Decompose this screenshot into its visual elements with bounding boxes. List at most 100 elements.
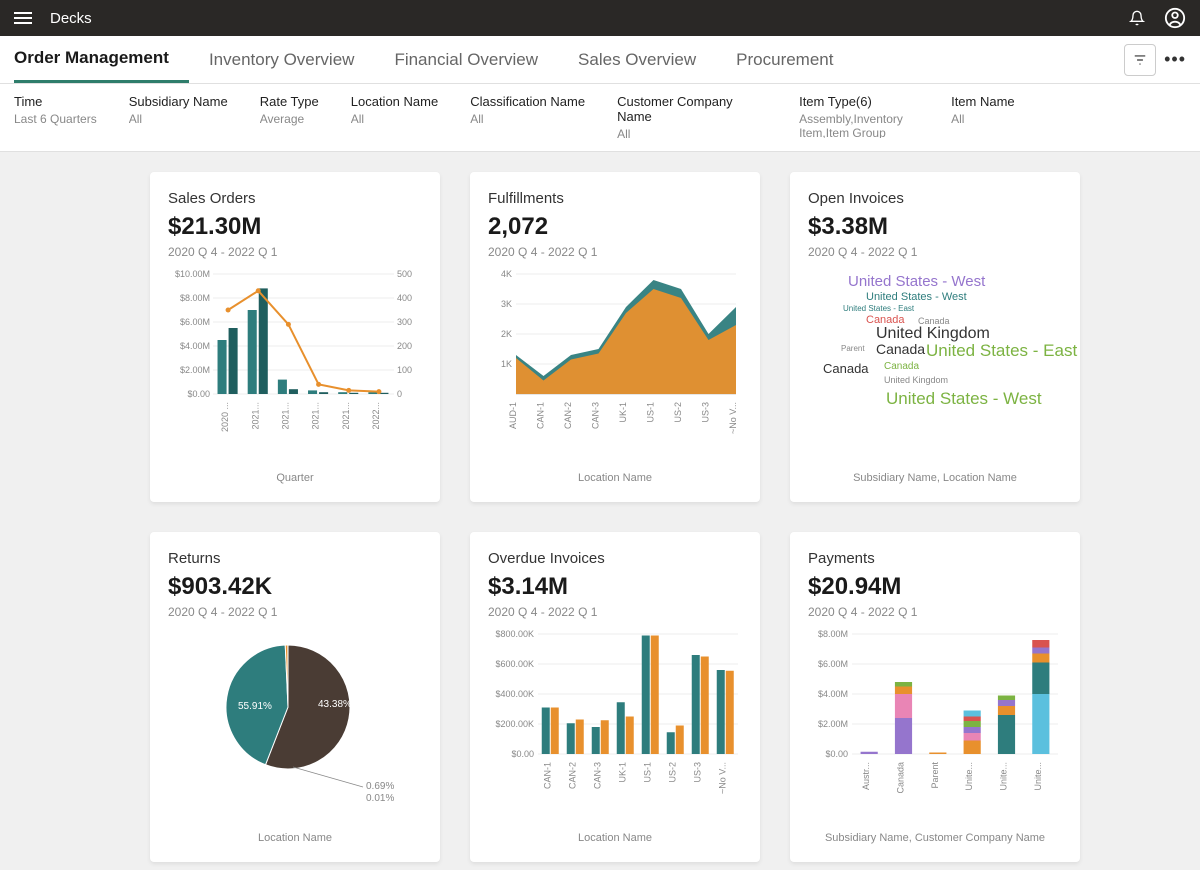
svg-text:2021...: 2021... xyxy=(280,402,290,430)
bell-icon[interactable] xyxy=(1126,7,1148,29)
filter-item-name[interactable]: Item NameAll xyxy=(951,94,1015,141)
filter-label: Location Name xyxy=(351,94,438,109)
tab-procurement[interactable]: Procurement xyxy=(716,36,853,83)
wordcloud-word: Parent xyxy=(841,344,865,353)
filter-time[interactable]: TimeLast 6 Quarters xyxy=(14,94,97,141)
tabs-row: Order Management Inventory Overview Fina… xyxy=(0,36,1200,84)
card-payments[interactable]: Payments $20.94M 2020 Q 4 - 2022 Q 1 $8.… xyxy=(790,532,1080,862)
card-fulfillments[interactable]: Fulfillments 2,072 2020 Q 4 - 2022 Q 1 4… xyxy=(470,172,760,502)
wordcloud-word: United States - East xyxy=(843,304,914,313)
menu-icon[interactable] xyxy=(14,12,32,24)
svg-text:0: 0 xyxy=(397,389,402,399)
svg-text:US-2: US-2 xyxy=(673,402,683,423)
svg-text:2021...: 2021... xyxy=(311,402,321,430)
svg-text:$0.00: $0.00 xyxy=(511,749,534,759)
filter-customer[interactable]: Customer Company Name All xyxy=(617,94,767,141)
svg-text:43.38%: 43.38% xyxy=(318,699,352,710)
filter-label: Item Type(6) xyxy=(799,94,919,109)
card-open-invoices[interactable]: Open Invoices $3.38M 2020 Q 4 - 2022 Q 1… xyxy=(790,172,1080,502)
wordcloud-word: United Kingdom xyxy=(884,375,948,385)
card-sales-orders[interactable]: Sales Orders $21.30M 2020 Q 4 - 2022 Q 1… xyxy=(150,172,440,502)
svg-text:$4.00M: $4.00M xyxy=(180,341,210,351)
svg-text:$400.00K: $400.00K xyxy=(495,689,534,699)
card-returns[interactable]: Returns $903.42K 2020 Q 4 - 2022 Q 1 43.… xyxy=(150,532,440,862)
chart-footer: Location Name xyxy=(488,832,742,844)
svg-text:2022...: 2022... xyxy=(371,402,381,430)
svg-text:$10.00M: $10.00M xyxy=(175,269,210,279)
avatar-icon[interactable] xyxy=(1164,7,1186,29)
filter-rate-type[interactable]: Rate TypeAverage xyxy=(260,94,319,141)
tab-financial-overview[interactable]: Financial Overview xyxy=(374,36,558,83)
tab-inventory-overview[interactable]: Inventory Overview xyxy=(189,36,375,83)
svg-text:0.69%: 0.69% xyxy=(366,781,394,792)
card-value: 2,072 xyxy=(488,213,742,241)
svg-text:UK-1: UK-1 xyxy=(618,402,628,423)
svg-text:$0.00: $0.00 xyxy=(825,749,848,759)
tab-sales-overview[interactable]: Sales Overview xyxy=(558,36,716,83)
wordcloud-word: Canada xyxy=(876,341,925,357)
filter-value: All xyxy=(129,112,228,126)
svg-text:$4.00M: $4.00M xyxy=(818,689,848,699)
svg-text:CAN-1: CAN-1 xyxy=(543,762,553,789)
filter-label: Customer Company Name xyxy=(617,94,767,124)
returns-chart: 43.38%55.91%0.69%0.01% xyxy=(168,629,422,826)
card-overdue-invoices[interactable]: Overdue Invoices $3.14M 2020 Q 4 - 2022 … xyxy=(470,532,760,862)
svg-text:Parent: Parent xyxy=(930,762,940,789)
svg-text:$2.00M: $2.00M xyxy=(180,365,210,375)
filter-item-type[interactable]: Item Type(6)Assembly,Inventory Item,Item… xyxy=(799,94,919,141)
filter-label: Rate Type xyxy=(260,94,319,109)
svg-text:CAN-2: CAN-2 xyxy=(568,762,578,789)
card-value: $3.38M xyxy=(808,213,1062,241)
payments-chart: $8.00M$6.00M$4.00M$2.00M$0.00Austr...Can… xyxy=(808,629,1062,826)
svg-text:400: 400 xyxy=(397,293,412,303)
svg-text:~No V...: ~No V... xyxy=(728,402,738,434)
card-subtitle: 2020 Q 4 - 2022 Q 1 xyxy=(168,245,422,259)
card-title: Payments xyxy=(808,550,1062,567)
svg-text:AUD-1: AUD-1 xyxy=(508,402,518,429)
svg-text:CAN-2: CAN-2 xyxy=(563,402,573,429)
svg-text:US-1: US-1 xyxy=(646,402,656,423)
svg-text:Austr...: Austr... xyxy=(861,762,871,790)
filters-row: TimeLast 6 Quarters Subsidiary Name All R… xyxy=(0,84,1200,152)
svg-text:$600.00K: $600.00K xyxy=(495,659,534,669)
chart-footer: Subsidiary Name, Location Name xyxy=(808,472,1062,484)
filter-classification[interactable]: Classification NameAll xyxy=(470,94,585,141)
svg-text:100: 100 xyxy=(397,365,412,375)
overdue-invoices-chart: $800.00K$600.00K$400.00K$200.00K$0.00CAN… xyxy=(488,629,742,826)
card-subtitle: 2020 Q 4 - 2022 Q 1 xyxy=(488,605,742,619)
svg-text:Unite...: Unite... xyxy=(1033,762,1043,791)
more-icon[interactable]: ••• xyxy=(1164,49,1186,70)
filter-value: All xyxy=(617,127,767,141)
svg-text:US-2: US-2 xyxy=(668,762,678,783)
svg-text:$8.00M: $8.00M xyxy=(818,629,848,639)
tab-order-management[interactable]: Order Management xyxy=(14,36,189,83)
card-title: Fulfillments xyxy=(488,190,742,207)
svg-text:CAN-1: CAN-1 xyxy=(536,402,546,429)
svg-text:2021...: 2021... xyxy=(250,402,260,430)
svg-text:Unite...: Unite... xyxy=(964,762,974,791)
filter-icon[interactable] xyxy=(1124,44,1156,76)
card-subtitle: 2020 Q 4 - 2022 Q 1 xyxy=(168,605,422,619)
chart-footer: Subsidiary Name, Customer Company Name xyxy=(808,832,1062,844)
card-value: $21.30M xyxy=(168,213,422,241)
card-value: $903.42K xyxy=(168,573,422,601)
svg-text:~No V...: ~No V... xyxy=(718,762,728,794)
topbar-title: Decks xyxy=(50,10,92,27)
sales-orders-chart: $10.00M$8.00M$6.00M$4.00M$2.00M$0.005004… xyxy=(168,269,422,466)
card-title: Overdue Invoices xyxy=(488,550,742,567)
filter-subsidiary[interactable]: Subsidiary Name All xyxy=(129,94,228,141)
filter-label: Subsidiary Name xyxy=(129,94,228,109)
svg-text:Canada: Canada xyxy=(896,762,906,794)
svg-text:2K: 2K xyxy=(501,329,512,339)
filter-label: Classification Name xyxy=(470,94,585,109)
filter-label: Item Name xyxy=(951,94,1015,109)
svg-text:Unite...: Unite... xyxy=(999,762,1009,791)
wordcloud-word: Canada xyxy=(823,361,869,376)
fulfillments-chart: 4K3K2K1KAUD-1CAN-1CAN-2CAN-3UK-1US-1US-2… xyxy=(488,269,742,466)
cards-grid: Sales Orders $21.30M 2020 Q 4 - 2022 Q 1… xyxy=(0,152,1200,862)
wordcloud-word: Canada xyxy=(884,361,919,372)
card-value: $20.94M xyxy=(808,573,1062,601)
filter-location[interactable]: Location NameAll xyxy=(351,94,438,141)
wordcloud-word: United States - West xyxy=(848,273,985,290)
wordcloud-word: United States - West xyxy=(886,389,1042,409)
